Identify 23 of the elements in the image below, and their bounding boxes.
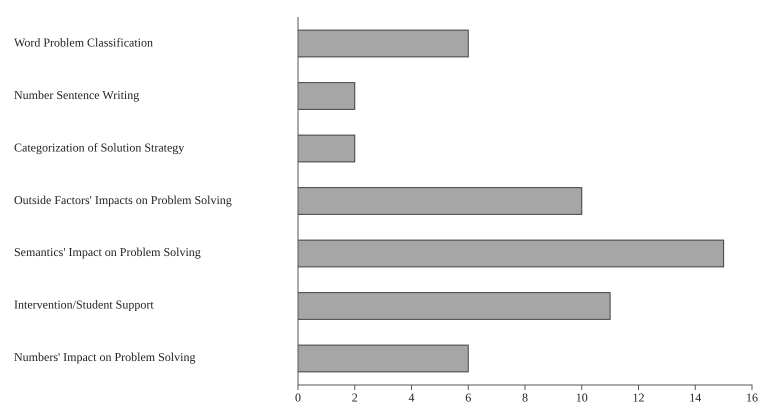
x-tick-label: 4 [408,390,414,405]
bar [298,240,724,268]
y-tick-label: Word Problem Classification [14,35,154,50]
bar [298,82,356,110]
bar [298,292,611,320]
x-tick-label: 12 [632,390,644,405]
y-tick-label: Categorization of Solution Strategy [14,140,184,154]
y-tick-label: Semantics' Impact on Problem Solving [14,245,201,260]
bar [298,187,582,215]
x-tick-label: 6 [465,390,472,405]
x-tick-label: 2 [352,390,358,405]
y-tick-label: Intervention/Student Support [14,298,154,312]
bar [298,134,356,162]
x-tick-label: 14 [689,390,702,405]
x-tick-label: 16 [746,390,758,405]
bar [298,344,469,372]
y-tick-label: Numbers' Impact on Problem Solving [14,350,196,364]
x-tick-label: 10 [576,390,588,405]
bar [298,30,469,58]
y-tick-label: Outside Factors' Impacts on Problem Solving [14,192,232,207]
x-tick-label: 0 [295,390,301,405]
x-tick-label: 8 [522,390,528,405]
y-tick-label: Number Sentence Writing [14,88,140,102]
